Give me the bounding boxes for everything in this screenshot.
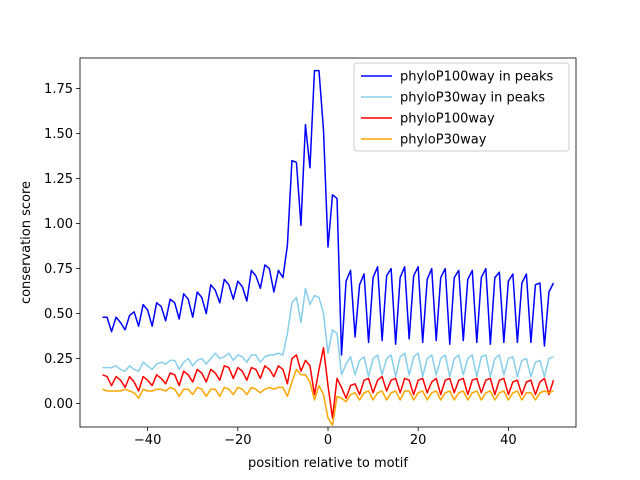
y-tick-label: 1.75 — [44, 82, 73, 97]
y-axis: 0.00 0.25 0.50 0.75 1.00 1.25 1.50 1.75 — [44, 82, 80, 412]
x-tick-label: −40 — [134, 433, 161, 448]
x-tick-label: 20 — [410, 433, 427, 448]
x-tick-label: 40 — [500, 433, 517, 448]
series-lines — [102, 69, 555, 426]
y-tick-label: 0.00 — [44, 397, 73, 412]
y-tick-label: 1.00 — [44, 217, 73, 232]
y-tick-label: 0.50 — [44, 307, 73, 322]
legend-label-0: phyloP100way in peaks — [400, 70, 554, 85]
series-line-0 — [102, 69, 555, 356]
y-axis-label: conservation score — [19, 181, 34, 304]
legend-label-3: phyloP30way — [400, 133, 487, 148]
y-tick-label: 1.50 — [44, 127, 73, 142]
legend-label-1: phyloP30way in peaks — [400, 91, 545, 106]
y-tick-label: 0.75 — [44, 262, 73, 277]
series-line-1 — [102, 287, 554, 378]
series-line-2 — [102, 347, 555, 419]
plot-area — [79, 57, 577, 428]
x-axis-label: position relative to motif — [248, 456, 408, 471]
legend-box — [353, 62, 570, 152]
x-axis: −40 −20 0 20 40 — [134, 427, 517, 448]
x-tick-label: 0 — [324, 433, 332, 448]
y-tick-label: 1.25 — [44, 172, 73, 187]
legend: phyloP100way in peaks phyloP30way in peak… — [353, 62, 570, 152]
x-tick-label: −20 — [224, 433, 251, 448]
series-line-3 — [102, 368, 554, 426]
legend-label-2: phyloP100way — [400, 112, 495, 127]
y-tick-label: 0.25 — [44, 352, 73, 367]
